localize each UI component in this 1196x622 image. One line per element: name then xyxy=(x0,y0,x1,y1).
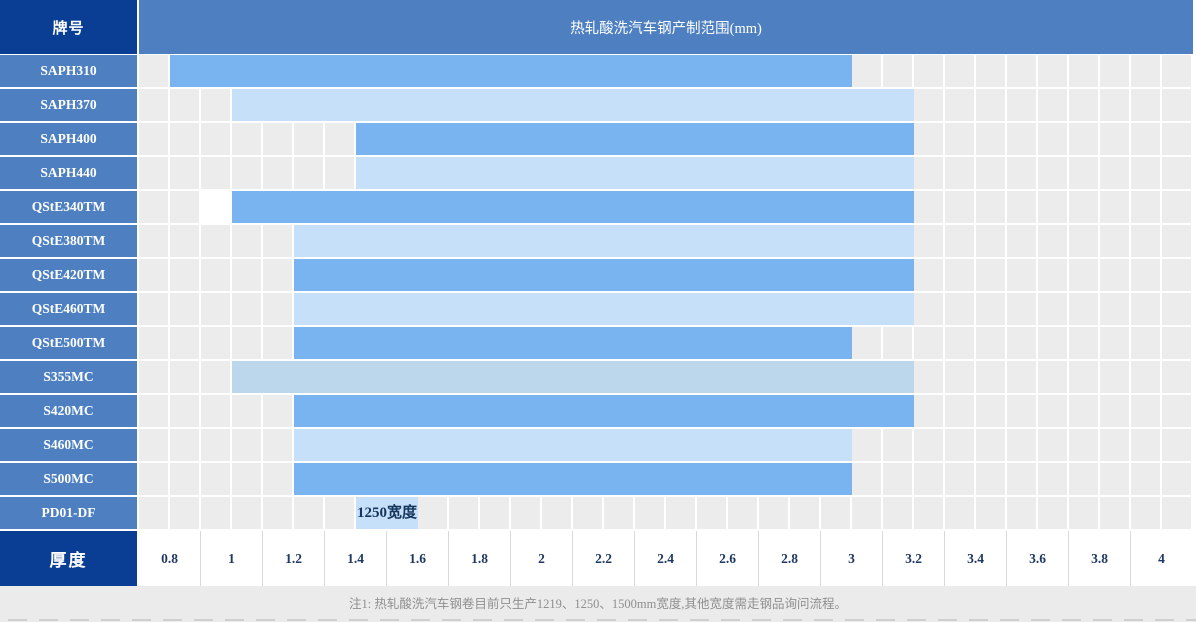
chart-title: 热轧酸洗汽车钢产制范围(mm) xyxy=(139,0,1193,54)
grade-range-track xyxy=(139,123,1193,155)
grade-row: S420MC xyxy=(0,395,1196,429)
grade-row: SAPH370 xyxy=(0,89,1196,123)
grade-range-track xyxy=(139,191,1193,223)
grade-range-track xyxy=(139,463,1193,495)
range-bar: 1250宽度 xyxy=(356,497,418,529)
grade-label: QStE340TM xyxy=(0,191,137,223)
chart-header: 牌号 热轧酸洗汽车钢产制范围(mm) xyxy=(0,0,1196,54)
grade-label: S460MC xyxy=(0,429,137,461)
grade-row: QStE340TM xyxy=(0,191,1196,225)
grade-range-track xyxy=(139,327,1193,359)
axis-tick: 3.2 xyxy=(883,531,945,586)
grade-row: SAPH310 xyxy=(0,55,1196,89)
range-bar xyxy=(232,361,914,393)
range-bar xyxy=(294,429,852,461)
grade-range-track xyxy=(139,157,1193,189)
range-bar xyxy=(294,259,914,291)
thickness-axis-ticks: 0.8 1 1.2 1.4 1.6 1.8 2 2.2 2.4 2.6 2.8 3 3.2 3.4 3.6 3… xyxy=(139,531,1193,586)
bar-width-label: 1250宽度 xyxy=(357,505,418,521)
range-bar xyxy=(294,327,852,359)
range-bar xyxy=(294,293,914,325)
axis-tick: 0.8 xyxy=(139,531,201,586)
grade-label: S355MC xyxy=(0,361,137,393)
grade-label: S500MC xyxy=(0,463,137,495)
grade-label: QStE460TM xyxy=(0,293,137,325)
grade-label: QStE420TM xyxy=(0,259,137,291)
range-bar xyxy=(356,123,914,155)
grade-range-track xyxy=(139,429,1193,461)
axis-tick: 1.4 xyxy=(325,531,387,586)
grade-label: QStE380TM xyxy=(0,225,137,257)
grade-row: PD01-DF 1250宽度 xyxy=(0,497,1196,531)
grade-label: QStE500TM xyxy=(0,327,137,359)
range-bar xyxy=(232,89,914,121)
range-bar xyxy=(294,225,914,257)
axis-tick: 1.2 xyxy=(263,531,325,586)
grade-row: S500MC xyxy=(0,463,1196,497)
axis-tick: 1 xyxy=(201,531,263,586)
grade-range-track xyxy=(139,395,1193,427)
grade-range-track xyxy=(139,293,1193,325)
grade-label: SAPH400 xyxy=(0,123,137,155)
grade-range-track xyxy=(139,259,1193,291)
axis-tick: 3.8 xyxy=(1069,531,1131,586)
grade-row: S355MC xyxy=(0,361,1196,395)
axis-tick: 2.2 xyxy=(573,531,635,586)
cutoff-row-dashes xyxy=(0,619,1196,621)
axis-tick: 3 xyxy=(821,531,883,586)
grade-range-track xyxy=(139,89,1193,121)
grade-label: S420MC xyxy=(0,395,137,427)
grade-row: QStE460TM xyxy=(0,293,1196,327)
axis-tick: 4 xyxy=(1158,550,1165,566)
grade-range-track xyxy=(139,55,1193,87)
axis-tick: 2 xyxy=(511,531,573,586)
grade-row: QStE380TM xyxy=(0,225,1196,259)
grade-row: S460MC xyxy=(0,429,1196,463)
axis-tick: 3.6 xyxy=(1007,531,1069,586)
axis-tick: 1.6 xyxy=(387,531,449,586)
grade-label: SAPH310 xyxy=(0,55,137,87)
grade-label: PD01-DF xyxy=(0,497,137,529)
grade-row: QStE420TM xyxy=(0,259,1196,293)
axis-tick: 2.6 xyxy=(697,531,759,586)
axis-tick: 2.4 xyxy=(635,531,697,586)
grade-column-header: 牌号 xyxy=(0,0,137,54)
grade-label: SAPH440 xyxy=(0,157,137,189)
grade-label: SAPH370 xyxy=(0,89,137,121)
range-bar xyxy=(170,55,852,87)
grade-row: SAPH440 xyxy=(0,157,1196,191)
axis-tick: 3.4 xyxy=(945,531,1007,586)
axis-tick: 1.8 xyxy=(449,531,511,586)
grade-range-track xyxy=(139,361,1193,393)
range-bar xyxy=(232,191,914,223)
grade-row: QStE500TM xyxy=(0,327,1196,361)
grade-range-track: 1250宽度 xyxy=(139,497,1193,529)
grade-row: SAPH400 xyxy=(0,123,1196,157)
range-bar xyxy=(356,157,914,189)
axis-tick: 2.8 xyxy=(759,531,821,586)
grade-range-track xyxy=(139,225,1193,257)
thickness-axis-row: 厚度 0.8 1 1.2 1.4 1.6 1.8 2 2.2 2.4 2.6 2.8 3 3.2 3.4 3… xyxy=(0,531,1196,586)
thickness-axis-label: 厚度 xyxy=(0,531,137,586)
range-bar xyxy=(294,395,914,427)
chart-body: SAPH310 SAPH370 SAPH400 SAPH440 QStE340TM QSt… xyxy=(0,55,1196,531)
white-gap-cell xyxy=(201,191,232,223)
range-bar xyxy=(294,463,852,495)
footnote-area: 注1: 热轧酸洗汽车钢卷目前只生产1219、1250、1500mm宽度,其他宽度… xyxy=(0,586,1196,622)
footnote: 注1: 热轧酸洗汽车钢卷目前只生产1219、1250、1500mm宽度,其他宽度… xyxy=(349,597,847,611)
